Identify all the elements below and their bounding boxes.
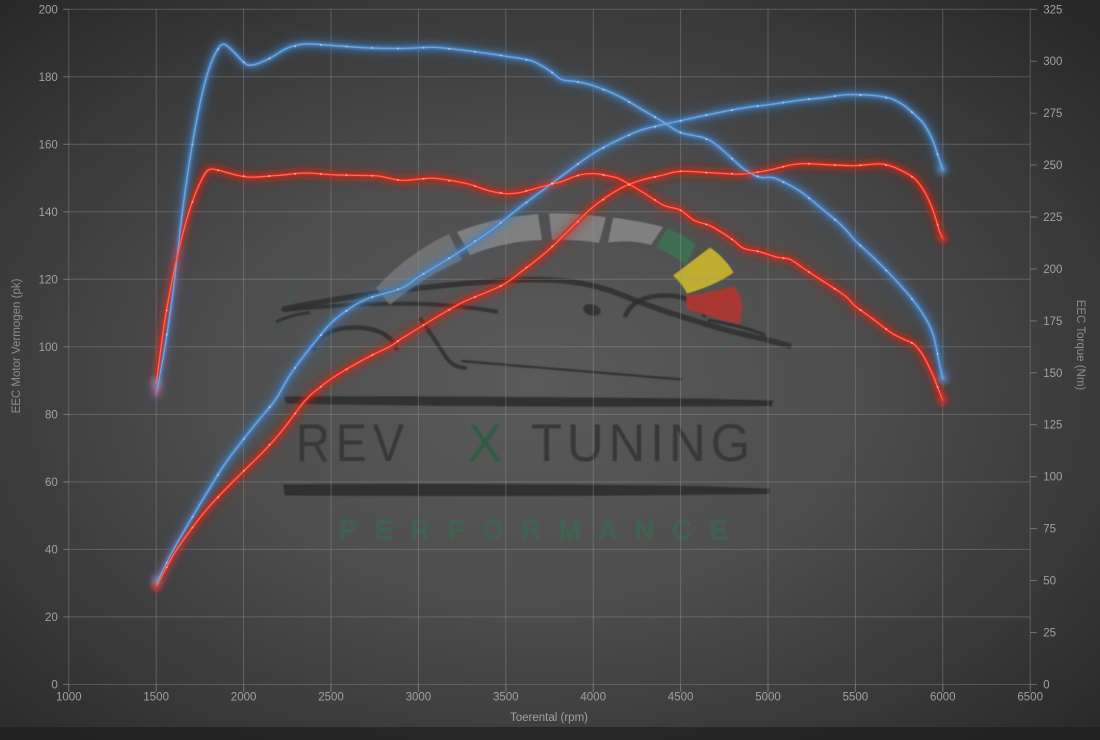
svg-text:3000: 3000 xyxy=(406,692,432,704)
svg-text:75: 75 xyxy=(1043,524,1056,536)
svg-text:100: 100 xyxy=(1043,472,1062,484)
svg-text:200: 200 xyxy=(1043,264,1062,276)
svg-text:150: 150 xyxy=(1043,368,1062,380)
svg-text:175: 175 xyxy=(1043,316,1062,328)
svg-text:160: 160 xyxy=(39,139,58,151)
svg-text:125: 125 xyxy=(1043,420,1062,432)
svg-text:140: 140 xyxy=(39,207,58,219)
svg-text:50: 50 xyxy=(1043,576,1056,588)
svg-text:120: 120 xyxy=(39,274,58,286)
svg-text:4000: 4000 xyxy=(580,692,606,704)
svg-text:40: 40 xyxy=(45,544,58,556)
svg-text:PERFORMANCE: PERFORMANCE xyxy=(339,515,746,545)
svg-text:275: 275 xyxy=(1043,108,1062,120)
svg-text:25: 25 xyxy=(1043,628,1056,640)
svg-text:100: 100 xyxy=(39,342,58,354)
svg-text:EEC Torque (Nm): EEC Torque (Nm) xyxy=(1074,300,1086,391)
svg-text:325: 325 xyxy=(1043,4,1062,16)
svg-text:1000: 1000 xyxy=(56,692,82,704)
svg-text:3500: 3500 xyxy=(493,692,519,704)
svg-text:250: 250 xyxy=(1043,160,1062,172)
svg-text:5500: 5500 xyxy=(843,692,869,704)
svg-text:60: 60 xyxy=(45,477,58,489)
svg-text:6500: 6500 xyxy=(1017,692,1043,704)
svg-text:REV: REV xyxy=(296,414,410,473)
svg-text:1500: 1500 xyxy=(143,692,169,704)
svg-text:200: 200 xyxy=(39,4,58,16)
svg-text:TUNING: TUNING xyxy=(531,414,755,473)
svg-text:X: X xyxy=(468,414,502,473)
svg-text:6000: 6000 xyxy=(930,692,956,704)
svg-text:Toerental (rpm): Toerental (rpm) xyxy=(510,712,588,724)
svg-text:4500: 4500 xyxy=(668,692,694,704)
svg-text:0: 0 xyxy=(51,679,57,691)
svg-text:225: 225 xyxy=(1043,212,1062,224)
svg-text:2500: 2500 xyxy=(318,692,344,704)
svg-text:EEC Motor Vermogen (pk): EEC Motor Vermogen (pk) xyxy=(11,278,23,413)
svg-text:0: 0 xyxy=(1043,679,1049,691)
svg-text:80: 80 xyxy=(45,409,58,421)
svg-text:180: 180 xyxy=(39,72,58,84)
svg-text:20: 20 xyxy=(45,612,58,624)
svg-text:300: 300 xyxy=(1043,56,1062,68)
svg-text:5000: 5000 xyxy=(755,692,781,704)
svg-text:2000: 2000 xyxy=(231,692,257,704)
